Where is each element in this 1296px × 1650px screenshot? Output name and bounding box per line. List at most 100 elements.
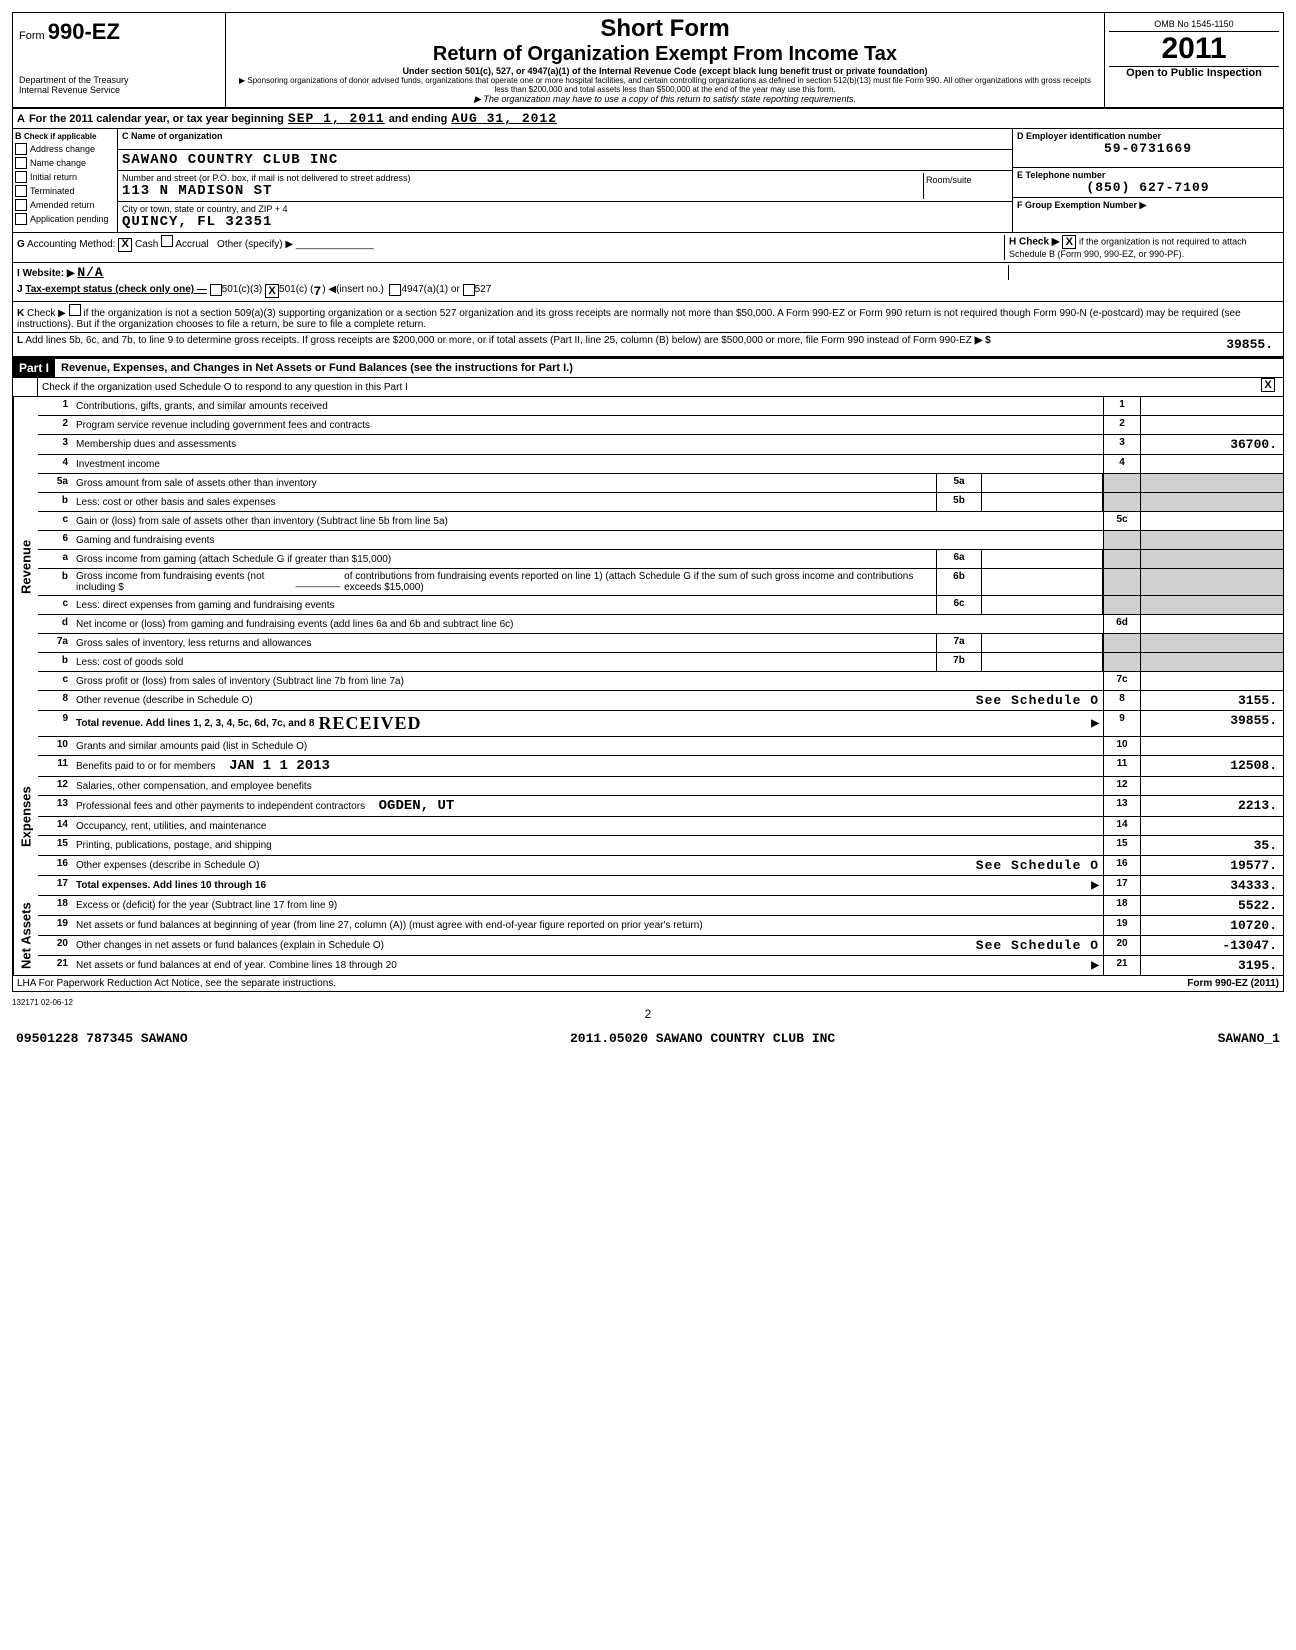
part-1-check-text: Check if the organization used Schedule … <box>38 378 1253 396</box>
open-to-public: Open to Public Inspection <box>1109 67 1279 79</box>
e-label: E Telephone number <box>1017 170 1279 180</box>
dept-treasury: Department of the Treasury <box>19 75 219 85</box>
l-arrow: ▶ $ <box>975 335 991 346</box>
expenses-sidebar: Expenses <box>13 737 38 896</box>
city-state-zip: QUINCY, FL 32351 <box>122 214 1008 230</box>
line-16-note: See Schedule O <box>976 858 1099 873</box>
bottom-left: 09501228 787345 SAWANO <box>16 1031 188 1046</box>
line-17-value: 34333. <box>1140 876 1283 895</box>
page-number: 2 <box>12 1007 1284 1021</box>
addr-label: Number and street (or P.O. box, if mail … <box>122 173 923 183</box>
irs-label: Internal Revenue Service <box>19 85 219 95</box>
code-ref: 132171 02-06-12 <box>12 998 1284 1007</box>
expenses-block: Expenses 10Grants and similar amounts pa… <box>13 737 1283 896</box>
k-text: if the organization is not a section 509… <box>17 308 1241 330</box>
form-label: Form <box>19 30 45 42</box>
line-15-value: 35. <box>1140 836 1283 855</box>
checkbox-527[interactable] <box>463 284 475 296</box>
organization-name: SAWANO COUNTRY CLUB INC <box>122 152 338 168</box>
checkbox-initial-return[interactable] <box>15 171 27 183</box>
section-b-f: B Check if applicable Address change Nam… <box>13 129 1283 233</box>
c-label: C Name of organization <box>122 131 223 141</box>
subtitle-2: ▶ Sponsoring organizations of donor advi… <box>234 76 1096 94</box>
f-label: F Group Exemption Number ▶ <box>1017 200 1279 211</box>
line-16-value: 19577. <box>1140 856 1283 875</box>
form-ref: Form 990-EZ (2011) <box>1187 978 1279 989</box>
street-address: 113 N MADISON ST <box>122 183 923 199</box>
checkbox-terminated[interactable] <box>15 185 27 197</box>
checkbox-4947[interactable] <box>389 284 401 296</box>
ein-value: 59-0731669 <box>1017 141 1279 156</box>
net-assets-sidebar: Net Assets <box>13 896 38 975</box>
accounting-method-label: Accounting Method: <box>27 239 115 250</box>
subtitle-1: Under section 501(c), 527, or 4947(a)(1)… <box>234 66 1096 76</box>
header-right: OMB No 1545-1150 2011 Open to Public Ins… <box>1104 13 1283 107</box>
h-label: H Check ▶ <box>1009 237 1059 248</box>
check-if-applicable: B Check if applicable Address change Nam… <box>13 129 118 232</box>
checkbox-name-change[interactable] <box>15 157 27 169</box>
checkbox-address-change[interactable] <box>15 143 27 155</box>
jan-stamp: JAN 1 1 2013 <box>229 758 330 774</box>
line-l: L Add lines 5b, 6c, and 7b, to line 9 to… <box>13 333 1283 357</box>
checkbox-501c[interactable]: X <box>265 284 279 298</box>
line-9-value: 39855. <box>1140 711 1283 736</box>
form-header: Form 990-EZ Department of the Treasury I… <box>13 13 1283 109</box>
form-number: 990-EZ <box>48 19 120 44</box>
org-info-block: C Name of organization SAWANO COUNTRY CL… <box>118 129 1012 232</box>
omb-number: OMB No 1545-1150 <box>1109 17 1279 32</box>
checkbox-accrual[interactable] <box>161 235 173 247</box>
line-11-value: 12508. <box>1140 756 1283 776</box>
bottom-line: 09501228 787345 SAWANO 2011.05020 SAWANO… <box>12 1021 1284 1048</box>
part-1-check-row: Check if the organization used Schedule … <box>13 378 1283 397</box>
bottom-right: SAWANO_1 <box>1218 1031 1280 1046</box>
line-8-value: 3155. <box>1140 691 1283 710</box>
and-ending-label: and ending <box>389 113 448 125</box>
line-18-value: 5522. <box>1140 896 1283 915</box>
d-label: D Employer identification number <box>1017 131 1279 141</box>
line-a: A For the 2011 calendar year, or tax yea… <box>13 109 1283 129</box>
header-title-block: Short Form Return of Organization Exempt… <box>226 13 1104 107</box>
ogden-stamp: OGDEN, UT <box>379 798 455 814</box>
website-value: N/A <box>77 265 103 280</box>
checkbox-cash[interactable]: X <box>118 238 132 252</box>
l-value: 39855. <box>1137 335 1279 354</box>
checkbox-pending[interactable] <box>15 213 27 225</box>
line-3-value: 36700. <box>1140 435 1283 454</box>
line-20-value: -13047. <box>1140 936 1283 955</box>
tax-year-begin: SEP 1, 2011 <box>288 111 385 126</box>
line-j: J Tax-exempt status (check only one) — 5… <box>13 282 1283 302</box>
right-info-block: D Employer identification number 59-0731… <box>1012 129 1283 232</box>
checkbox-501c3[interactable] <box>210 284 222 296</box>
return-title: Return of Organization Exempt From Incom… <box>234 43 1096 66</box>
checkbox-schedule-o[interactable]: X <box>1261 378 1275 392</box>
form-990ez: Form 990-EZ Department of the Treasury I… <box>12 12 1284 992</box>
line-20-note: See Schedule O <box>976 938 1099 953</box>
revenue-block: Revenue 1Contributions, gifts, grants, a… <box>13 397 1283 737</box>
lha-notice: LHA For Paperwork Reduction Act Notice, … <box>17 978 336 989</box>
tax-exempt-label: Tax-exempt status (check only one) — <box>25 284 207 299</box>
line-a-label: For the 2011 calendar year, or tax year … <box>29 113 284 125</box>
tax-year-end: AUG 31, 2012 <box>451 111 557 126</box>
phone-value: (850) 627-7109 <box>1017 180 1279 195</box>
revenue-sidebar: Revenue <box>13 397 38 737</box>
checkbox-h[interactable]: X <box>1062 235 1076 249</box>
line-8-note: See Schedule O <box>976 693 1099 708</box>
form-footer: LHA For Paperwork Reduction Act Notice, … <box>13 975 1283 991</box>
part-1-title: Revenue, Expenses, and Changes in Net As… <box>55 362 573 374</box>
501c-number: 7 <box>313 284 322 299</box>
checkbox-k[interactable] <box>69 304 81 316</box>
bottom-mid: 2011.05020 SAWANO COUNTRY CLUB INC <box>570 1031 835 1046</box>
checkbox-amended[interactable] <box>15 199 27 211</box>
short-form-title: Short Form <box>234 15 1096 43</box>
l-text: Add lines 5b, 6c, and 7b, to line 9 to d… <box>25 335 972 346</box>
line-13-value: 2213. <box>1140 796 1283 816</box>
net-assets-block: Net Assets 18Excess or (deficit) for the… <box>13 896 1283 975</box>
subtitle-3: ▶ The organization may have to use a cop… <box>234 94 1096 105</box>
website-label: Website: ▶ <box>23 268 75 279</box>
k-label: Check ▶ <box>27 308 66 319</box>
line-k: K Check ▶ if the organization is not a s… <box>13 302 1283 333</box>
part-1-header: Part I Revenue, Expenses, and Changes in… <box>13 357 1283 378</box>
line-i: I Website: ▶ N/A <box>13 263 1283 282</box>
header-left: Form 990-EZ Department of the Treasury I… <box>13 13 226 107</box>
line-g-h: G Accounting Method: X Cash Accrual Othe… <box>13 233 1283 263</box>
